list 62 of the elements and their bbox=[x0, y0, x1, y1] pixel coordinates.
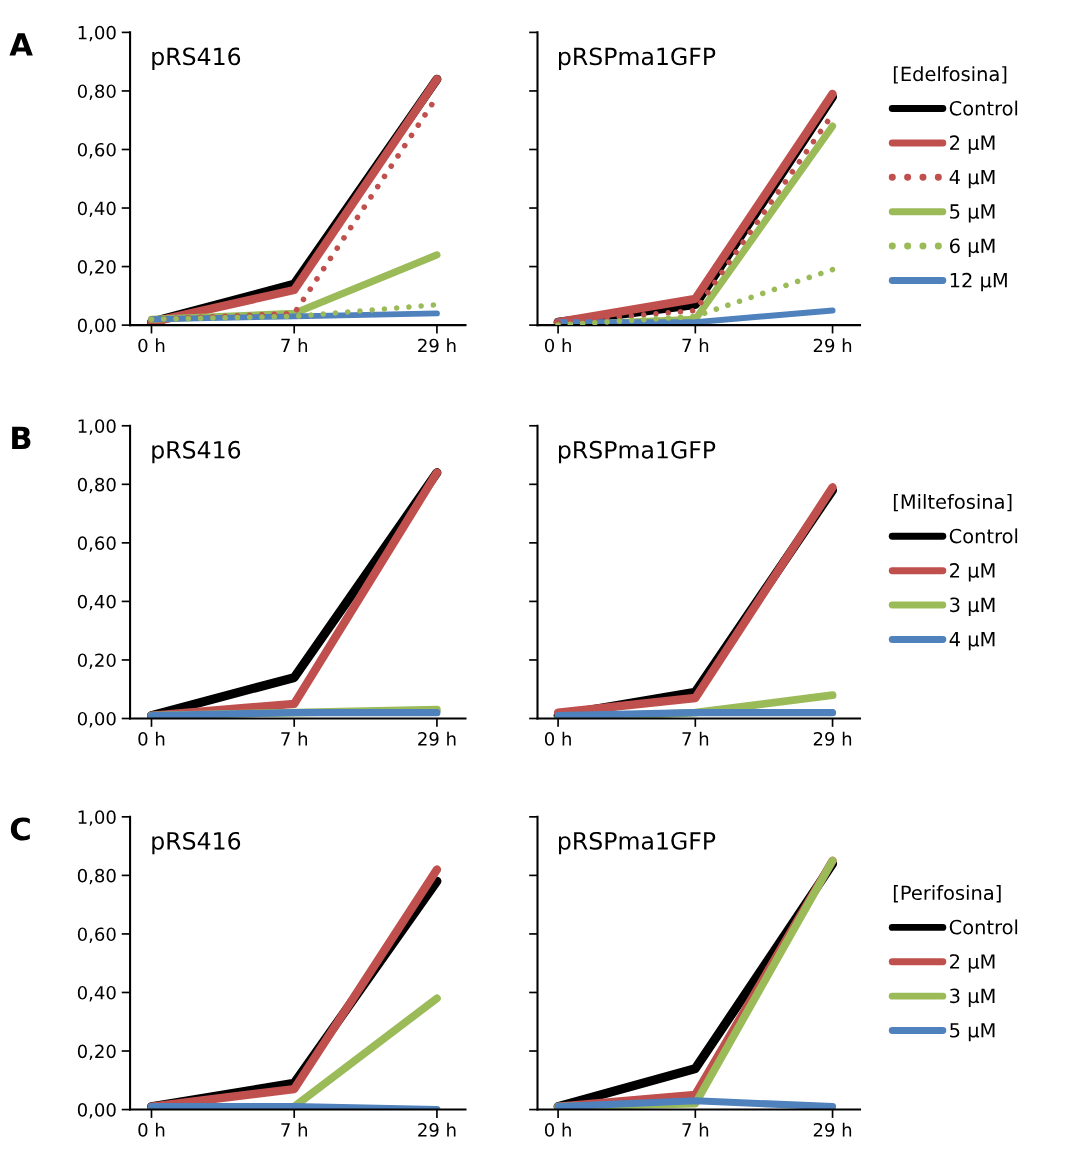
x-tick-label: 29 h bbox=[813, 731, 852, 746]
text: A bbox=[9, 33, 33, 56]
legend-label: 2 µM bbox=[950, 135, 995, 154]
legend-label: 4 µM bbox=[949, 632, 995, 651]
y-tick-label: 1,00 bbox=[78, 25, 116, 42]
x-tick-label: 29 h bbox=[418, 338, 456, 353]
y-tick-label: 0,00 bbox=[77, 711, 116, 728]
legend-label: 3 µM bbox=[950, 597, 995, 616]
legend-label: 2 µM bbox=[950, 563, 995, 582]
x-tick-label: 0 h bbox=[544, 1122, 571, 1137]
legend-label: Control bbox=[949, 919, 1018, 935]
x-tick-label: 29 h bbox=[813, 338, 852, 353]
y-tick-label: 0,20 bbox=[77, 260, 116, 276]
legend-label: 4 µM bbox=[949, 169, 995, 189]
x-tick-label: 7 h bbox=[281, 1122, 308, 1137]
legend-label: 12 µM bbox=[950, 272, 1007, 292]
x-tick-label: 7 h bbox=[281, 731, 308, 746]
y-tick-label: 0,40 bbox=[77, 985, 116, 1002]
x-tick-label: 7 h bbox=[682, 1122, 709, 1137]
y-tick-label: 0,60 bbox=[77, 142, 116, 159]
x-tick-label: 0 h bbox=[544, 338, 571, 353]
legend-title: [Edelfosina] bbox=[893, 66, 1007, 84]
legend-label: 6 µM bbox=[950, 238, 995, 257]
x-tick-label: 29 h bbox=[418, 731, 456, 746]
text: pRS416 bbox=[152, 831, 241, 855]
y-tick-label: 0,00 bbox=[77, 1103, 116, 1119]
y-tick-label: 0,80 bbox=[77, 84, 116, 100]
x-tick-label: 7 h bbox=[682, 338, 709, 353]
legend-title: [Perifosina] bbox=[893, 885, 1001, 903]
x-tick-label: 7 h bbox=[682, 731, 709, 746]
y-tick-label: 0,60 bbox=[77, 536, 116, 552]
text: pRSPma1GFP bbox=[558, 47, 716, 70]
x-tick-label: 29 h bbox=[418, 1122, 456, 1137]
legend-label: 2 µM bbox=[950, 954, 995, 973]
y-tick-label: 1,00 bbox=[78, 810, 116, 826]
y-tick-label: 0,00 bbox=[77, 318, 116, 335]
text: pRSPma1GFP bbox=[558, 440, 716, 464]
y-tick-label: 0,80 bbox=[77, 477, 116, 494]
x-tick-label: 29 h bbox=[813, 1122, 852, 1137]
y-tick-label: 0,40 bbox=[77, 201, 116, 217]
legend-label: 5 µM bbox=[950, 1023, 995, 1042]
text: pRS416 bbox=[152, 47, 241, 70]
text: pRS416 bbox=[152, 440, 241, 464]
x-tick-label: 7 h bbox=[281, 338, 308, 353]
y-tick-label: 0,80 bbox=[77, 868, 116, 885]
x-tick-label: 0 h bbox=[138, 731, 165, 746]
x-tick-label: 0 h bbox=[138, 338, 165, 353]
legend-title: [Miltefosina] bbox=[893, 493, 1012, 512]
legend-label: 3 µM bbox=[950, 988, 995, 1007]
text: B bbox=[12, 426, 31, 449]
text: pRSPma1GFP bbox=[558, 831, 716, 855]
y-tick-label: 0,20 bbox=[77, 1044, 116, 1060]
y-tick-label: 0,40 bbox=[77, 594, 116, 611]
y-tick-label: 1,00 bbox=[78, 419, 116, 435]
legend-label: Control bbox=[949, 100, 1018, 116]
y-tick-label: 0,60 bbox=[77, 927, 116, 943]
text: C bbox=[10, 817, 30, 841]
y-tick-label: 0,20 bbox=[77, 653, 116, 669]
x-tick-label: 0 h bbox=[544, 731, 571, 746]
legend-label: Control bbox=[949, 528, 1018, 544]
legend-label: 5 µM bbox=[950, 204, 995, 223]
x-tick-label: 0 h bbox=[138, 1122, 165, 1137]
